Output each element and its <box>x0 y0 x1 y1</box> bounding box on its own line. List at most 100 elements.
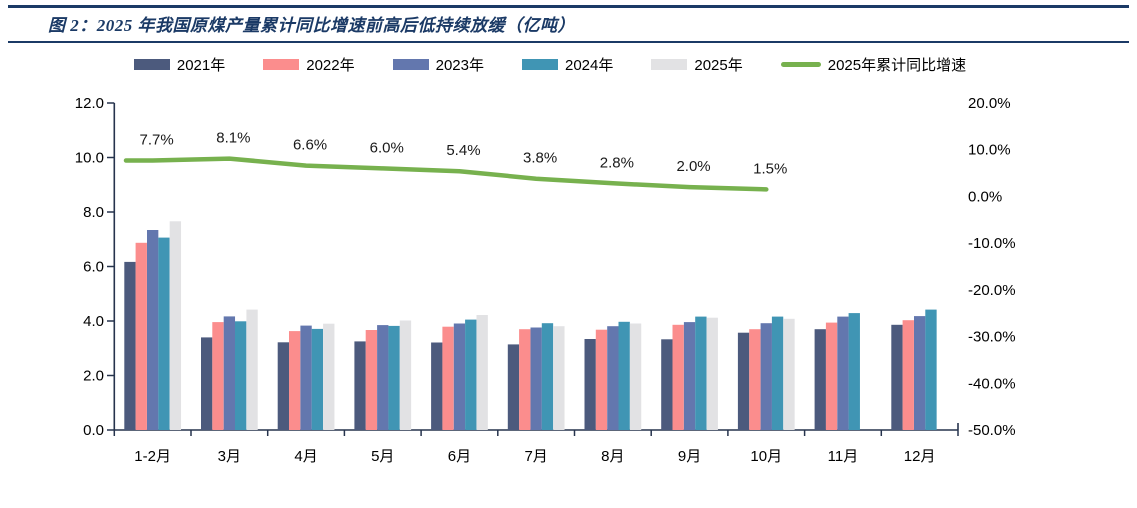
bar <box>595 329 608 430</box>
legend-item-2023年: 2023年 <box>392 54 484 75</box>
svg-text:-30.0%: -30.0% <box>968 329 1016 346</box>
bar <box>848 313 860 430</box>
legend-item-2022年: 2022年 <box>263 54 355 75</box>
line-data-labels: 7.7% 8.1% 6.6% 6.0% 5.4% 3.8% 2.8% 2.0% 1.5% <box>140 130 788 178</box>
svg-text:10月: 10月 <box>750 448 782 465</box>
svg-text:2.0%: 2.0% <box>676 158 710 175</box>
svg-text:0.0%: 0.0% <box>968 188 1002 205</box>
svg-text:3.8%: 3.8% <box>523 150 557 167</box>
legend-label: 2023年 <box>435 57 484 74</box>
bar <box>672 324 684 430</box>
bar-series-2021年 <box>124 261 903 430</box>
bar <box>246 309 258 430</box>
bar <box>737 332 750 430</box>
bar <box>914 316 926 430</box>
bar <box>399 320 412 430</box>
header-top-rule <box>8 5 1129 8</box>
bar <box>749 329 761 430</box>
legend-swatch <box>133 59 170 70</box>
bar <box>135 242 147 430</box>
svg-text:2.8%: 2.8% <box>600 154 634 171</box>
bar <box>476 315 488 430</box>
svg-text:1-2月: 1-2月 <box>134 448 171 465</box>
svg-text:20.0%: 20.0% <box>968 95 1011 112</box>
bar <box>902 320 914 430</box>
legend-swatch <box>263 59 300 70</box>
legend: 2021年 2022年 2023年 2024年 2025年 2025年累计同比增速 <box>0 54 1100 75</box>
bar <box>683 322 696 430</box>
bar-series-2023年 <box>147 230 926 430</box>
bar <box>760 323 772 430</box>
bar <box>607 326 619 430</box>
bar <box>925 309 937 430</box>
bar <box>541 323 554 430</box>
bar <box>825 322 838 430</box>
svg-text:10.0: 10.0 <box>75 150 104 167</box>
bar <box>377 325 389 430</box>
bar <box>618 321 630 430</box>
svg-text:-40.0%: -40.0% <box>968 375 1016 392</box>
svg-text:6月: 6月 <box>448 448 471 465</box>
bar <box>323 323 335 430</box>
legend-swatch <box>651 59 688 70</box>
legend-label: 2025年累计同比增速 <box>827 57 967 74</box>
bar <box>891 324 903 430</box>
bar-series-2024年 <box>158 237 937 430</box>
bar <box>465 319 477 430</box>
bar <box>277 342 290 430</box>
bar <box>289 331 301 430</box>
bar-series-2022年 <box>135 242 914 430</box>
svg-text:-20.0%: -20.0% <box>968 282 1016 299</box>
svg-text:-50.0%: -50.0% <box>968 422 1016 439</box>
svg-text:4.0: 4.0 <box>83 313 104 330</box>
svg-text:6.0: 6.0 <box>83 259 104 276</box>
figure-title: 图 2：2025 年我国原煤产量累计同比增速前高后低持续放缓（亿吨） <box>48 16 575 35</box>
left-axis: 0.0 2.0 4.0 6.0 8.0 10.0 12.0 <box>75 95 115 439</box>
bar <box>311 328 324 430</box>
bar <box>584 339 596 430</box>
bar <box>300 325 312 430</box>
svg-text:7.7%: 7.7% <box>140 131 174 148</box>
bar <box>354 341 366 430</box>
legend-label: 2022年 <box>306 57 355 74</box>
bar <box>453 323 466 430</box>
svg-text:4月: 4月 <box>294 448 317 465</box>
legend-swatch <box>392 59 429 70</box>
svg-text:7月: 7月 <box>524 448 547 465</box>
svg-text:6.6%: 6.6% <box>293 137 327 154</box>
bar <box>771 316 784 430</box>
svg-text:8月: 8月 <box>601 448 624 465</box>
bar <box>661 339 673 430</box>
svg-text:10.0%: 10.0% <box>968 142 1011 159</box>
svg-text:3月: 3月 <box>218 448 241 465</box>
svg-text:8.0: 8.0 <box>83 204 104 221</box>
bar <box>783 318 795 430</box>
svg-text:2.0: 2.0 <box>83 368 104 385</box>
bar <box>147 230 159 430</box>
bar <box>169 221 182 430</box>
bar <box>814 329 826 430</box>
bar <box>553 326 565 430</box>
bar <box>530 327 542 430</box>
bar <box>212 322 224 430</box>
svg-text:12.0: 12.0 <box>75 95 104 112</box>
legend-swatch <box>522 59 558 70</box>
svg-text:5.4%: 5.4% <box>446 142 480 159</box>
bar <box>519 329 531 430</box>
svg-text:1.5%: 1.5% <box>753 160 787 177</box>
bar <box>388 325 400 430</box>
bar <box>695 316 707 430</box>
bar <box>201 337 213 430</box>
svg-text:0.0: 0.0 <box>83 422 104 439</box>
bar <box>629 323 642 430</box>
bar <box>431 342 443 430</box>
svg-text:9月: 9月 <box>678 448 701 465</box>
bar <box>124 261 136 430</box>
svg-text:11月: 11月 <box>828 448 859 465</box>
bar <box>507 344 520 430</box>
right-axis: -50.0% -40.0% -30.0% -20.0% -10.0% 0.0% 10.0% 2… <box>968 95 1016 439</box>
legend-label: 2025年 <box>694 57 743 74</box>
svg-text:5月: 5月 <box>371 448 394 465</box>
